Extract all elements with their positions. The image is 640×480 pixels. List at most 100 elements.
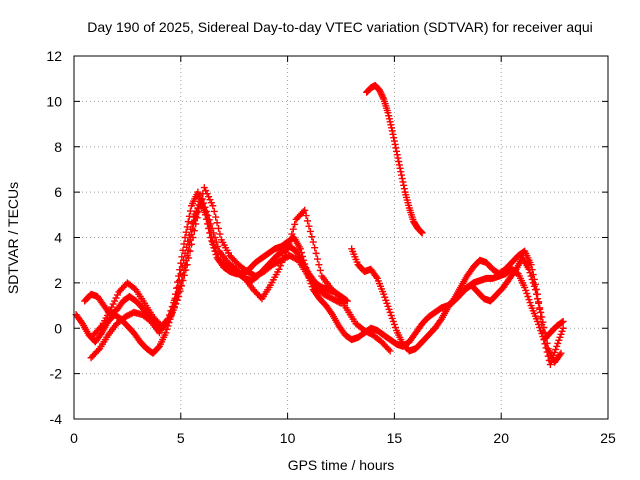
data-point [536,304,544,312]
data-point [183,261,191,269]
data-point [185,212,193,220]
chart-title: Day 190 of 2025, Sidereal Day-to-day VTE… [87,19,593,35]
data-point [540,323,548,331]
data-point [393,147,401,155]
data-point [398,175,406,183]
data-point [204,212,212,220]
data-point [177,270,185,278]
data-point [195,208,203,216]
data-point [558,318,566,326]
series-track-d [89,184,345,339]
data-point [534,295,542,303]
data-point [306,227,314,235]
data-point [394,154,402,162]
data-point [196,202,204,210]
data-point [525,265,533,273]
data-point [197,196,205,204]
y-tick-label: 10 [46,93,62,109]
data-point [187,240,195,248]
data-point [176,287,184,295]
data-point [209,202,217,210]
data-point [316,266,324,274]
data-point [333,291,341,299]
data-point [215,224,223,232]
data-point [208,224,216,232]
data-point [400,181,408,189]
data-point [212,213,220,221]
data-point [305,222,313,230]
x-tick-label: 20 [493,430,509,446]
data-point [210,207,218,215]
data-point [185,231,193,239]
data-point [169,306,177,314]
data-point [193,214,201,222]
data-point [165,314,173,322]
data-point [539,318,547,326]
data-point [291,220,299,228]
data-point [535,299,543,307]
data-point [163,325,171,333]
data-point [210,229,218,237]
data-point [286,235,294,243]
x-tick-label: 10 [280,430,296,446]
data-point [275,265,283,273]
data-point [395,161,403,169]
data-point [180,271,188,279]
data-point [190,227,198,235]
data-point [94,346,102,354]
data-point [207,220,215,228]
data-point [184,237,192,245]
plot-frame [73,55,609,420]
data-point [181,234,189,241]
data-point [379,94,387,102]
data-point [390,134,398,142]
data-point [541,329,549,337]
data-point [530,282,538,290]
data-point [386,347,394,355]
data-point [311,244,319,252]
data-point [184,218,192,226]
data-point [417,227,425,235]
data-point [538,313,546,321]
data-point [186,247,194,255]
data-point [531,286,539,294]
data-point [288,230,296,238]
data-point [542,334,550,342]
data-point [556,351,564,359]
data-point [181,249,189,257]
data-point [417,228,425,236]
x-tick-label: 0 [70,430,78,446]
data-point [180,256,188,264]
data-point [285,240,293,248]
data-point [537,308,545,316]
data-point [174,283,182,291]
data-point [162,329,170,337]
data-point [205,216,213,224]
data-point [388,127,396,135]
data-point [214,243,222,251]
data-point [532,290,540,298]
data-point [182,266,190,274]
y-tick-label: 0 [54,320,62,336]
series-track-g [454,254,565,366]
y-tick-label: 6 [54,184,62,200]
data-point [393,151,401,159]
data-point [309,238,317,246]
data-point [188,219,196,227]
data-points [72,81,567,369]
data-point [389,130,397,138]
y-tick-label: 4 [54,230,62,246]
data-point [400,185,408,193]
y-tick-label: -2 [50,366,63,382]
data-point [527,272,535,280]
data-point [312,249,320,257]
data-point [276,262,284,270]
data-point [284,245,292,253]
data-point [395,157,403,165]
data-point [170,303,178,311]
data-point [185,254,193,262]
y-tick-label: 8 [54,139,62,155]
data-point [186,207,194,215]
